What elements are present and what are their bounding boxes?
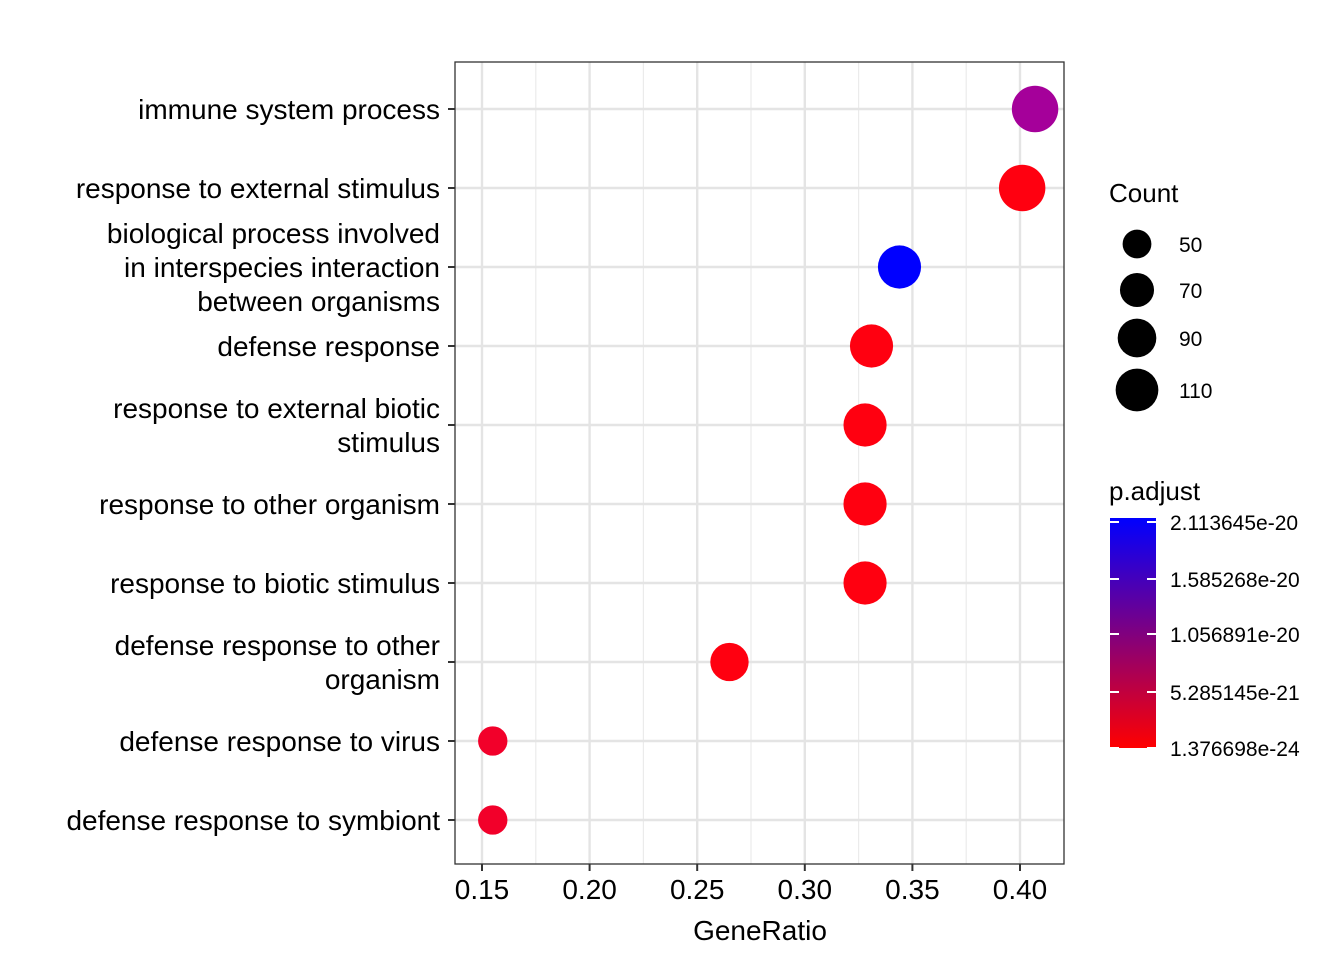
y-category-label: response to biotic stimulus (110, 568, 440, 599)
data-points (478, 85, 1059, 835)
y-category-label: biological process involved (107, 218, 440, 249)
data-point (478, 726, 508, 756)
count-legend-key (1115, 368, 1159, 412)
count-legend-key (1119, 272, 1155, 308)
x-tick-label: 0.40 (993, 874, 1048, 905)
grid-lines (455, 62, 1064, 864)
data-point (877, 245, 922, 289)
data-point (843, 403, 887, 447)
data-point (849, 324, 894, 368)
data-point (998, 164, 1046, 212)
axes: 0.15 0.20 0.25 0.30 0.35 0.40 immune system pr… (66, 94, 1047, 905)
data-point (710, 642, 749, 682)
count-legend-key (1122, 229, 1152, 259)
y-category-label: response to external stimulus (76, 173, 440, 204)
count-legend: Count 50 70 90 110 (1109, 178, 1212, 412)
x-tick-label: 0.25 (670, 874, 725, 905)
y-category-label: organism (325, 664, 440, 695)
y-category-label: defense response (217, 331, 440, 362)
count-legend-title: Count (1109, 178, 1179, 208)
x-tick-label: 0.30 (778, 874, 833, 905)
y-category-label: in interspecies interaction (124, 252, 440, 283)
colorbar-label: 1.376698e-24 (1170, 738, 1300, 761)
y-category-label: defense response to symbiont (66, 805, 440, 836)
colorbar-label: 5.285145e-21 (1170, 682, 1300, 705)
data-point (843, 482, 887, 526)
y-category-label: defense response to virus (119, 726, 440, 757)
y-category-label: stimulus (337, 427, 440, 458)
colorbar-label: 1.056891e-20 (1170, 624, 1300, 647)
x-tick-label: 0.35 (885, 874, 940, 905)
plot-panel-border (454, 61, 1065, 865)
x-axis-title: GeneRatio (693, 915, 827, 946)
y-category-label: between organisms (197, 286, 440, 317)
p-adjust-legend-title: p.adjust (1109, 476, 1201, 506)
y-category-label: defense response to other (115, 630, 440, 661)
count-legend-label: 50 (1179, 234, 1202, 257)
data-point (1011, 85, 1059, 133)
p-adjust-legend: p.adjust 2.113645e-20 1.585268e-20 1.05689… (1109, 476, 1300, 761)
count-legend-label: 70 (1179, 280, 1202, 303)
x-tick-label: 0.15 (455, 874, 510, 905)
y-category-label: response to other organism (99, 489, 440, 520)
y-category-label: immune system process (138, 94, 440, 125)
colorbar-label: 1.585268e-20 (1170, 569, 1300, 592)
count-legend-label: 90 (1179, 328, 1202, 351)
x-tick-label: 0.20 (562, 874, 617, 905)
count-legend-key (1117, 318, 1157, 358)
y-category-label: response to external biotic (113, 393, 440, 424)
count-legend-label: 110 (1179, 380, 1212, 403)
colorbar-label: 2.113645e-20 (1170, 512, 1298, 535)
data-point (843, 561, 887, 605)
data-point (478, 805, 508, 835)
